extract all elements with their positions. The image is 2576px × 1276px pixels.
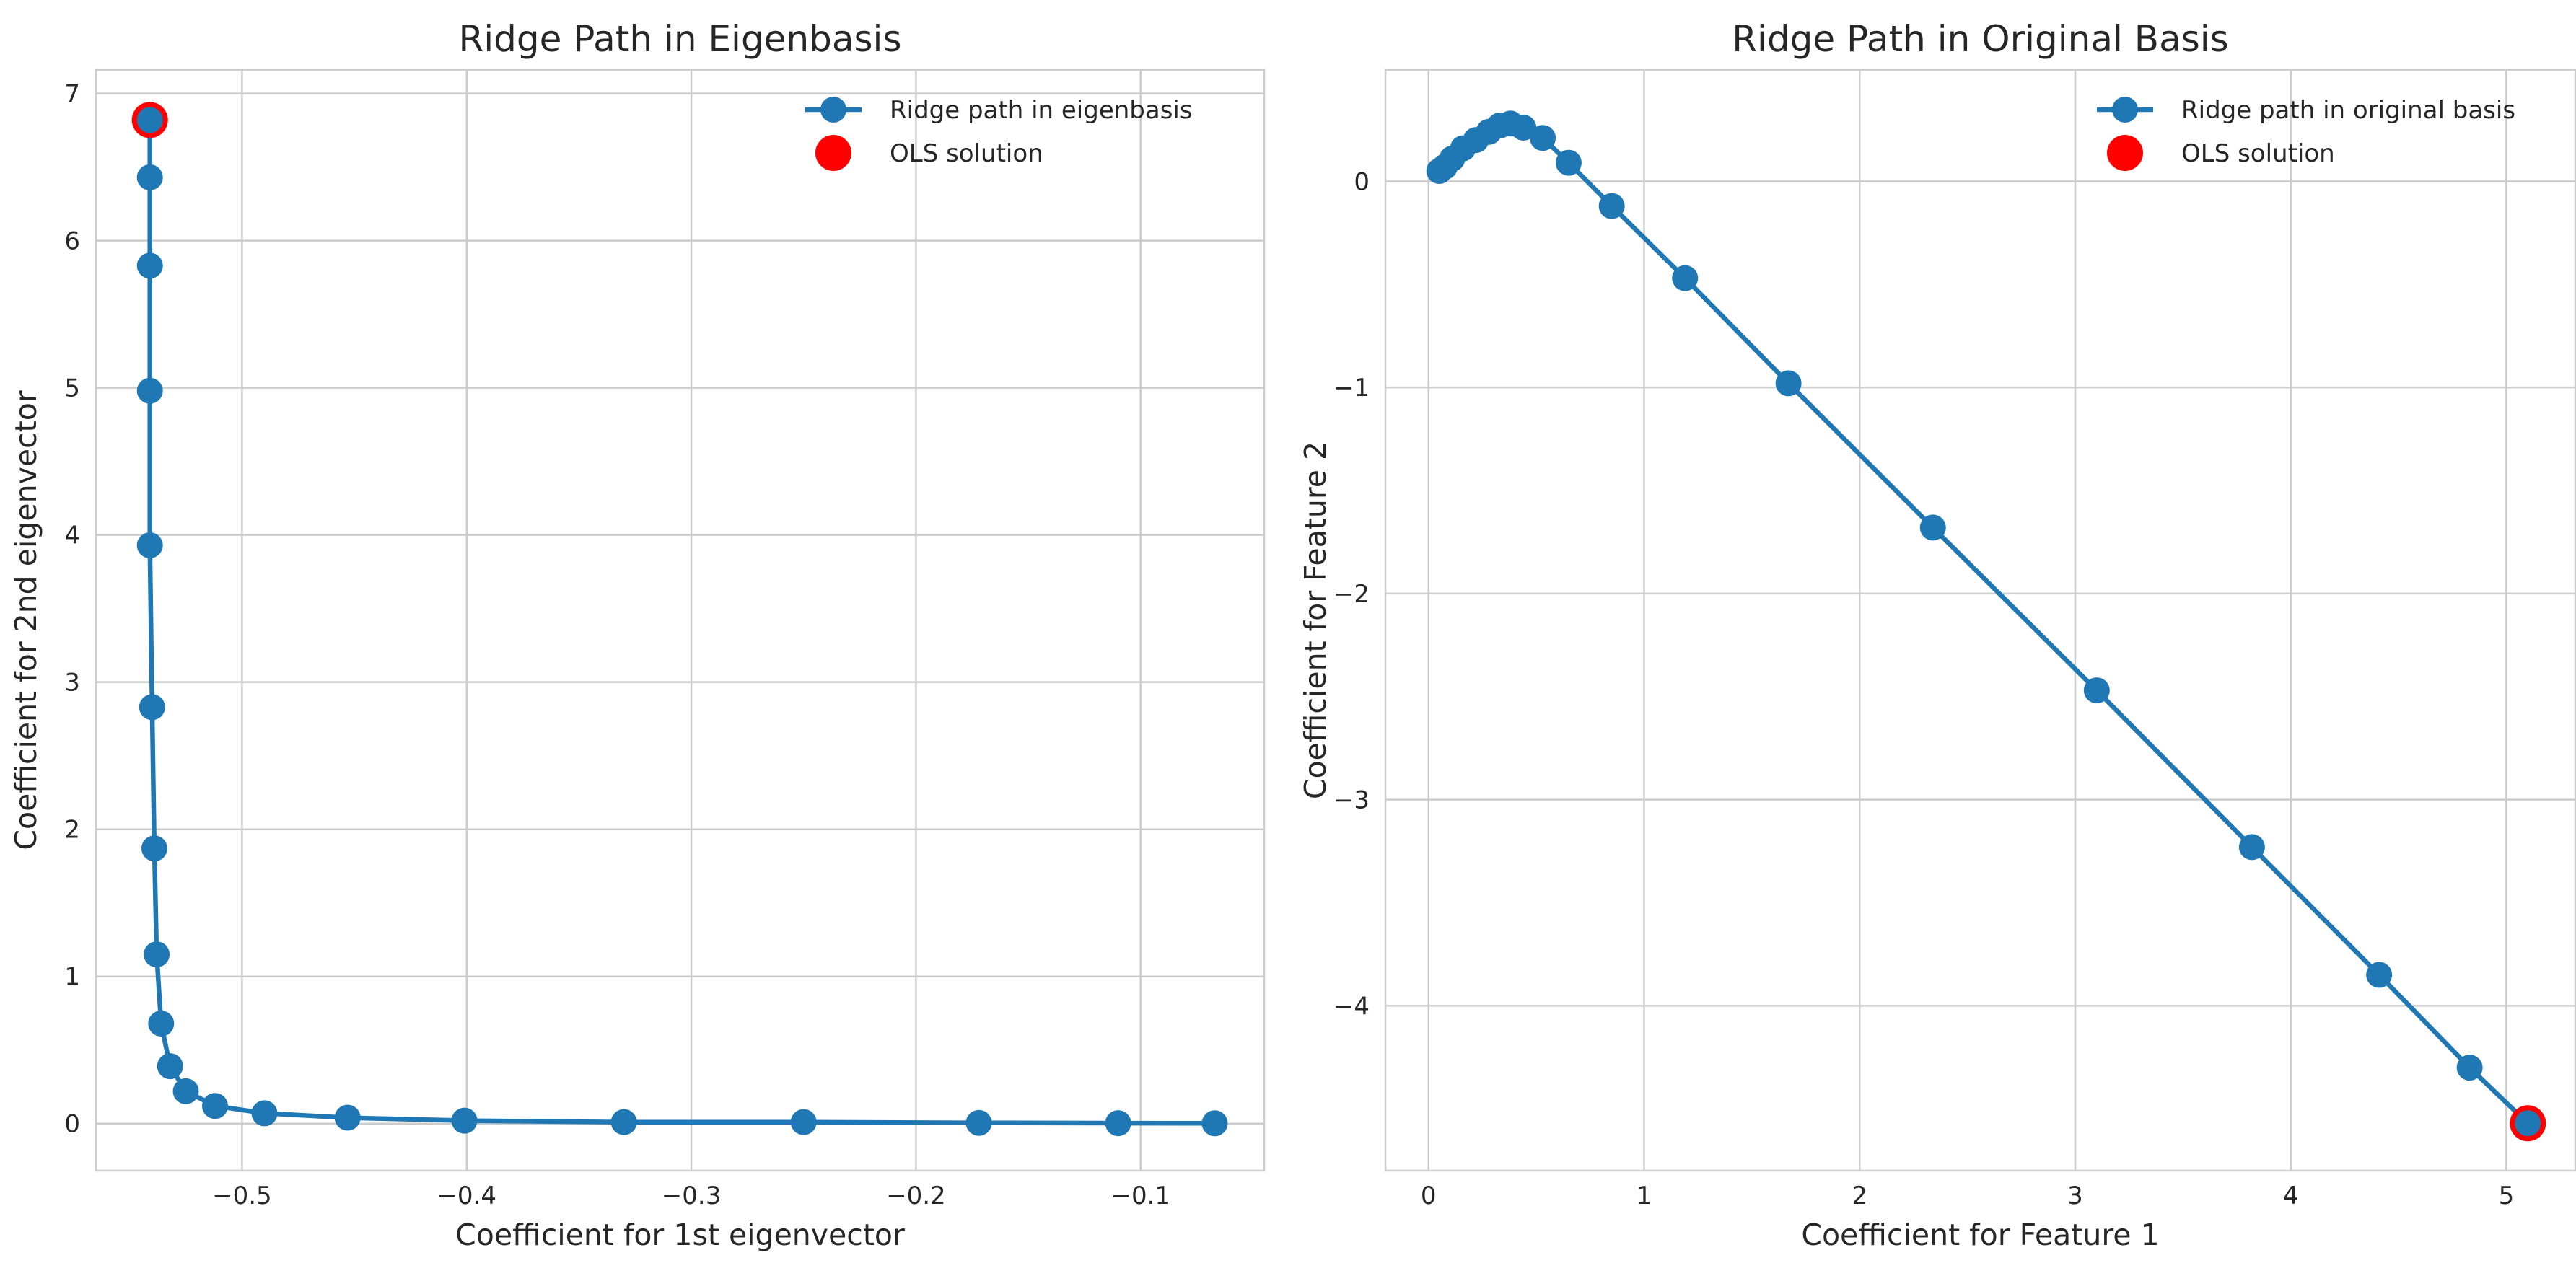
y-tick-label: −4 <box>1333 992 1370 1021</box>
ridge-path-point <box>2515 1110 2541 1137</box>
y-tick-label: 3 <box>64 669 80 698</box>
x-tick-label: 0 <box>1421 1182 1437 1210</box>
ridge-path-point <box>136 164 163 190</box>
x-tick-label: 4 <box>2283 1182 2299 1210</box>
y-axis-label: Coefficient for Feature 2 <box>1298 441 1333 799</box>
y-tick-label: 0 <box>64 1110 80 1139</box>
ridge-path-point <box>610 1109 637 1135</box>
y-tick-label: 2 <box>64 816 80 845</box>
plot-area <box>95 69 1266 1172</box>
ridge-path-point <box>1598 193 1625 219</box>
ridge-path-point <box>157 1053 183 1080</box>
ridge-path-point <box>790 1109 817 1135</box>
ridge-path-point <box>965 1109 992 1136</box>
ridge-path-point <box>1426 158 1453 185</box>
ridge-path-point <box>136 377 163 404</box>
legend-label-ols: OLS solution <box>890 139 1043 168</box>
ridge-path-point <box>1555 149 1582 176</box>
ridge-path-point <box>2366 962 2393 988</box>
ridge-path-point <box>2083 677 2110 704</box>
ridge-path-point <box>136 532 163 558</box>
legend-label-ols: OLS solution <box>2181 139 2335 168</box>
ridge-path-point <box>2456 1055 2483 1081</box>
legend-ols-marker <box>815 135 851 171</box>
x-tick-label: −0.5 <box>212 1182 272 1210</box>
x-tick-label: 1 <box>1637 1182 1652 1210</box>
legend: Ridge path in original basis OLS solution <box>2097 96 2515 171</box>
legend-path-marker <box>820 97 846 123</box>
legend-ols-marker <box>2107 135 2143 171</box>
x-tick-label: −0.1 <box>1110 1182 1170 1210</box>
y-axis-label: Coefficient for 2nd eigenvector <box>9 390 43 850</box>
ridge-path-point <box>251 1100 278 1127</box>
ridge-path-point <box>1919 514 1946 541</box>
chart-panel-1: −0.5 −0.4 −0.3 −0.2 −0.1 0 1 2 3 4 5 6 7 Ridge Path i… <box>9 18 1266 1252</box>
legend-path-marker <box>2112 97 2138 123</box>
x-tick-label: 3 <box>2067 1182 2083 1210</box>
x-tick-label: 2 <box>1852 1182 1867 1210</box>
ridge-path-point <box>172 1078 199 1104</box>
ridge-path-point <box>1775 370 1802 397</box>
y-tick-label: 0 <box>1354 167 1370 196</box>
y-tick-label: −1 <box>1333 374 1370 402</box>
chart-title: Ridge Path in Original Basis <box>1732 18 2228 60</box>
legend-label-ridge-path: Ridge path in eigenbasis <box>890 96 1193 125</box>
ridge-path-point <box>1105 1110 1131 1137</box>
chart-title: Ridge Path in Eigenbasis <box>458 18 901 60</box>
y-tick-label: 4 <box>64 522 80 550</box>
ridge-path-point <box>334 1104 361 1131</box>
ridge-path-point <box>144 941 170 968</box>
y-tick-label: 5 <box>64 374 80 403</box>
x-tick-label: −0.4 <box>437 1182 496 1210</box>
x-tick-label: −0.3 <box>662 1182 722 1210</box>
ridge-path-line <box>147 120 1215 1126</box>
y-tick-label: 6 <box>64 227 80 256</box>
y-tick-label: 1 <box>64 963 80 992</box>
ridge-path-point <box>148 1010 175 1037</box>
ridge-path-point <box>141 835 167 862</box>
ridge-path-point <box>1530 125 1556 151</box>
ridge-path-point <box>202 1093 229 1119</box>
x-axis-label: Coefficient for Feature 1 <box>1801 1218 2159 1252</box>
ridge-path-point <box>2238 834 2265 861</box>
legend: Ridge path in eigenbasis OLS solution <box>805 96 1193 171</box>
ridge-path-point <box>1672 265 1699 291</box>
ridge-path-point <box>136 107 163 133</box>
ridge-path-point <box>1201 1110 1228 1137</box>
ridge-path-point <box>136 252 163 279</box>
x-tick-label: 5 <box>2499 1182 2515 1210</box>
ridge-path-point <box>451 1107 478 1134</box>
chart-panel-2: 0 1 2 3 4 5 0 −1 −2 −3 −4 Ridge Path in Original Ba… <box>1298 18 2576 1252</box>
x-tick-label: −0.2 <box>886 1182 946 1210</box>
x-axis-label: Coefficient for 1st eigenvector <box>455 1218 905 1252</box>
legend-label-ridge-path: Ridge path in original basis <box>2181 96 2515 125</box>
y-tick-label: 7 <box>64 80 80 109</box>
y-tick-label: −2 <box>1333 580 1370 609</box>
y-tick-label: −3 <box>1333 786 1370 815</box>
ridge-path-point <box>139 694 165 721</box>
